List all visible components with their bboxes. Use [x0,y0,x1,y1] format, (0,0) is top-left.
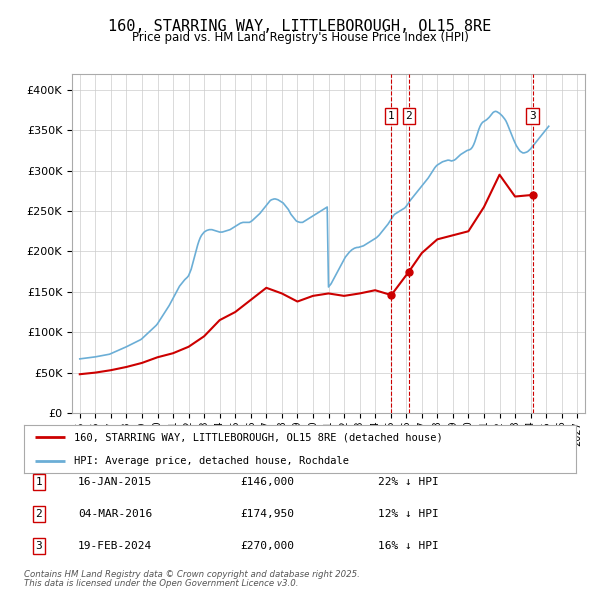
Text: 160, STARRING WAY, LITTLEBOROUGH, OL15 8RE (detached house): 160, STARRING WAY, LITTLEBOROUGH, OL15 8… [74,432,442,442]
Text: 22% ↓ HPI: 22% ↓ HPI [378,477,439,487]
Text: This data is licensed under the Open Government Licence v3.0.: This data is licensed under the Open Gov… [24,579,299,588]
Text: 1: 1 [388,111,395,121]
Text: 160, STARRING WAY, LITTLEBOROUGH, OL15 8RE: 160, STARRING WAY, LITTLEBOROUGH, OL15 8… [109,19,491,34]
Text: 16-JAN-2015: 16-JAN-2015 [78,477,152,487]
Text: 04-MAR-2016: 04-MAR-2016 [78,509,152,519]
Text: 12% ↓ HPI: 12% ↓ HPI [378,509,439,519]
Text: £174,950: £174,950 [240,509,294,519]
Text: £146,000: £146,000 [240,477,294,487]
Text: 2: 2 [35,509,43,519]
Text: 16% ↓ HPI: 16% ↓ HPI [378,541,439,550]
Text: 19-FEB-2024: 19-FEB-2024 [78,541,152,550]
Text: 3: 3 [35,541,43,550]
Text: £270,000: £270,000 [240,541,294,550]
Text: Price paid vs. HM Land Registry's House Price Index (HPI): Price paid vs. HM Land Registry's House … [131,31,469,44]
Text: HPI: Average price, detached house, Rochdale: HPI: Average price, detached house, Roch… [74,455,349,466]
Text: Contains HM Land Registry data © Crown copyright and database right 2025.: Contains HM Land Registry data © Crown c… [24,571,360,579]
Text: 2: 2 [406,111,412,121]
Text: 1: 1 [35,477,43,487]
Text: 3: 3 [529,111,536,121]
